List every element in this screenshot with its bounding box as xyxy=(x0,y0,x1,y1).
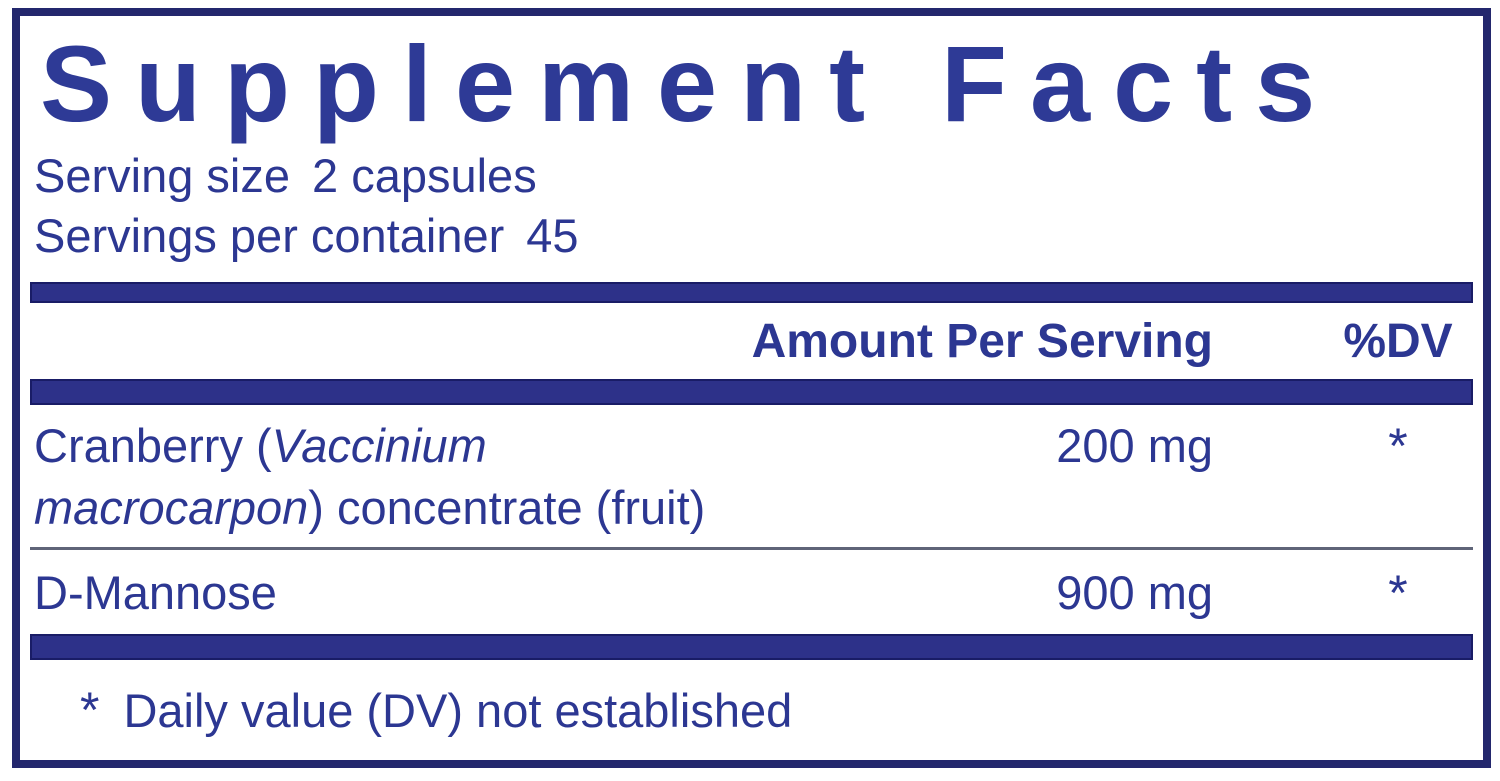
table-header-row: Amount Per Serving %DV xyxy=(20,303,1483,379)
ingredient-name-line-1: D-Mannose xyxy=(34,562,794,624)
ingredient-dv-asterisk: * xyxy=(1388,565,1408,621)
ingredient-amount: 200 mg xyxy=(1056,419,1213,472)
serving-size-value: 2 capsules xyxy=(312,149,537,202)
table-row-d-mannose: D-Mannose 900 mg * xyxy=(20,550,1483,634)
latin-name-text: macrocarpon xyxy=(34,481,309,534)
serving-size-line: Serving size 2 capsules xyxy=(34,146,1483,206)
row-divider xyxy=(30,547,1473,550)
footnote-text: Daily value (DV) not established xyxy=(123,684,793,737)
separator-bar-bottom xyxy=(30,634,1473,660)
name-text: D-Mannose xyxy=(34,566,277,619)
latin-name-text: Vaccinium xyxy=(271,419,487,472)
servings-per-container-line: Servings per container 45 xyxy=(34,206,1483,266)
footnote-asterisk: * xyxy=(80,682,100,738)
ingredient-name: D-Mannose xyxy=(34,562,794,624)
footnote: * Daily value (DV) not established xyxy=(80,680,1483,741)
ingredient-name-line-2: macrocarpon) concentrate (fruit) xyxy=(34,477,794,539)
supplement-facts-panel: Supplement Facts Serving size 2 capsules … xyxy=(12,8,1491,768)
header-percent-dv: %DV xyxy=(1343,314,1453,368)
ingredient-amount: 900 mg xyxy=(1056,566,1213,619)
servings-per-container-value: 45 xyxy=(526,209,579,262)
table-row-cranberry: Cranberry (Vaccinium macrocarpon) concen… xyxy=(20,405,1483,547)
header-amount-per-serving: Amount Per Serving xyxy=(751,314,1213,368)
serving-size-label: Serving size xyxy=(34,149,290,202)
serving-info: Serving size 2 capsules Servings per cont… xyxy=(20,146,1483,266)
ingredient-name-line-1: Cranberry (Vaccinium xyxy=(34,415,794,477)
panel-title: Supplement Facts xyxy=(40,23,1339,144)
separator-bar-top xyxy=(30,282,1473,303)
ingredient-dv-asterisk: * xyxy=(1388,418,1408,474)
name-text: ) concentrate (fruit) xyxy=(308,481,706,534)
ingredient-name: Cranberry (Vaccinium macrocarpon) concen… xyxy=(34,415,794,539)
separator-bar-header xyxy=(30,379,1473,405)
servings-per-container-label: Servings per container xyxy=(34,209,505,262)
name-text: Cranberry ( xyxy=(34,419,272,472)
